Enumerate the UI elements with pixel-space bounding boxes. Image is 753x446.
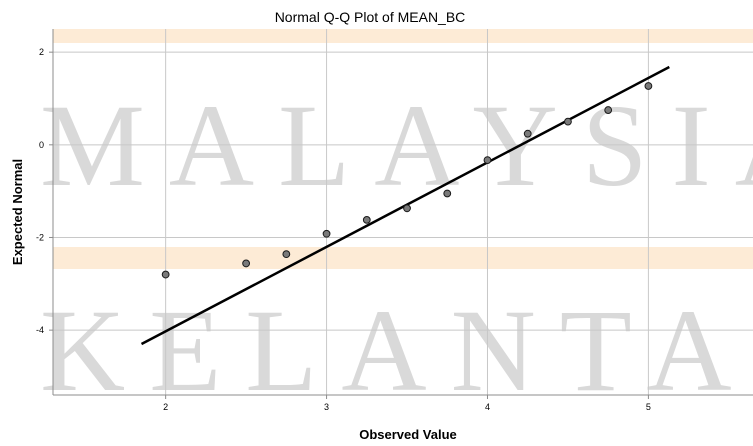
data-point-2 — [242, 259, 251, 268]
watermark-bands — [53, 29, 753, 269]
watermark-band-2 — [53, 247, 753, 269]
y-axis-label: Expected Normal — [10, 159, 25, 265]
data-point-9 — [523, 129, 532, 138]
data-point-10 — [564, 117, 572, 126]
y-tick-label--2: -2 — [36, 232, 44, 242]
data-point-1 — [161, 270, 170, 279]
chart-title: Normal Q-Q Plot of MEAN_BC — [275, 9, 466, 25]
data-point-7 — [443, 189, 452, 198]
data-point-3 — [282, 250, 291, 259]
data-point-4 — [322, 229, 331, 238]
data-points — [161, 82, 653, 279]
tick-labels: 2 3 4 5 2 0 -2 -4 — [36, 47, 651, 412]
y-tick-label-0: 0 — [39, 140, 44, 150]
data-point-5 — [362, 215, 371, 224]
x-axis-label: Observed Value — [359, 427, 457, 442]
x-tick-label-3: 3 — [324, 402, 329, 412]
y-tick-label--4: -4 — [36, 325, 44, 335]
data-point-8 — [483, 156, 492, 165]
plot-axes — [52, 29, 753, 396]
watermark-line-1: MALAYSIA — [40, 80, 753, 211]
data-point-6 — [403, 204, 411, 213]
watermark: MALAYSIA KELANTAN — [40, 80, 753, 416]
x-tick-label-2: 2 — [163, 402, 168, 412]
watermark-line-2: KELANTAN — [40, 285, 753, 416]
y-tick-label-2: 2 — [39, 47, 44, 57]
data-point-12 — [644, 82, 653, 90]
data-point-11 — [604, 106, 613, 114]
watermark-band-1 — [53, 29, 753, 43]
x-tick-label-4: 4 — [485, 402, 490, 412]
x-tick-label-5: 5 — [646, 402, 651, 412]
